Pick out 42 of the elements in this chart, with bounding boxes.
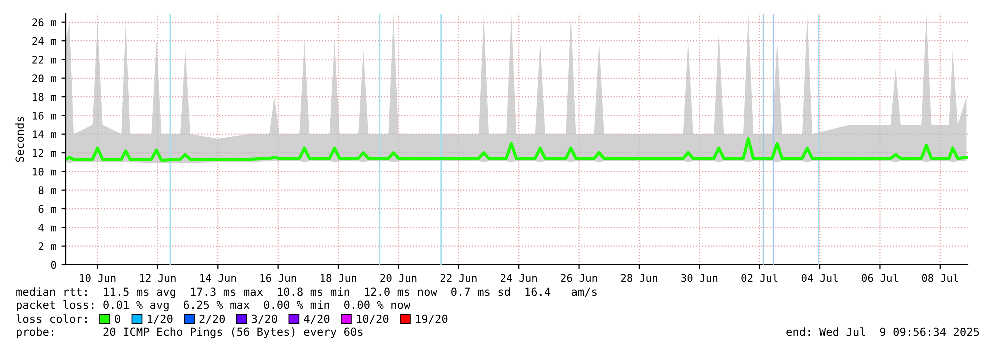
text: probe: 20 ICMP Echo Pings (56 Bytes) every 60s: [17, 328, 363, 338]
y-tick-label: 20 m: [32, 74, 56, 83]
y-tick-label: 10 m: [33, 168, 56, 176]
y-axis-title: Seconds: [16, 117, 24, 162]
y-tick-label: 0: [51, 261, 56, 270]
x-tick-label: 02 Jul: [742, 274, 778, 282]
y-tick-label: 4 m: [38, 224, 56, 232]
legend-label: 4/20: [304, 314, 330, 324]
y-tick-label: 24 m: [32, 37, 56, 46]
y-tick-label: 14 m: [33, 130, 56, 138]
y-tick-label: 8 m: [38, 186, 56, 194]
x-tick-label: 16 Jun: [260, 274, 296, 282]
y-tick-label: 26 m: [32, 18, 56, 27]
x-tick-label: 20 Jun: [380, 274, 417, 282]
x-tick-label: 14 Jun: [200, 274, 236, 282]
x-tick-label: 30 Jun: [682, 274, 718, 282]
text: median rtt: 11.5 ms avg 17.3 ms max 10.8 ms min 12.0 ms now 0.7 ms sd 16.4 am/s: [16, 288, 597, 298]
legend-label: 10/20: [357, 314, 389, 324]
legend-label: 3/20: [252, 314, 278, 324]
y-tick-label: 6 m: [38, 205, 56, 214]
x-tick-label: 08 Jul: [922, 274, 958, 282]
x-tick-label: 18 Jun: [320, 274, 356, 282]
legend-label: 2/20: [200, 314, 226, 324]
x-tick-label: 22 Jun: [440, 274, 477, 282]
legend-label: 19/20: [416, 314, 448, 324]
x-tick-label: 04 Jul: [802, 274, 838, 282]
x-tick-label: 12 Jun: [140, 274, 176, 282]
x-tick-label: 24 Jun: [501, 274, 537, 282]
x-tick-label: 28 Jun: [621, 274, 658, 282]
text: loss color:: [16, 314, 87, 324]
x-tick-label: 26 Jun: [561, 274, 598, 282]
legend-label: 0: [115, 314, 120, 324]
y-tick-label: 16 m: [33, 112, 56, 120]
y-tick-label: 22 m: [32, 56, 56, 64]
y-tick-label: 2 m: [38, 242, 56, 250]
text: end: Wed Jul 9 09:56:34 2025: [786, 328, 980, 336]
y-tick-label: 18 m: [33, 93, 56, 102]
legend-label: 1/20: [148, 314, 173, 324]
x-tick-label: 10 Jun: [80, 274, 116, 282]
text: packet loss: 0.01 % avg 6.25 % max 0.00 % min 0.00 % now: [17, 300, 411, 312]
y-tick-label: 12 m: [33, 149, 56, 158]
x-tick-label: 06 Jul: [862, 274, 898, 282]
